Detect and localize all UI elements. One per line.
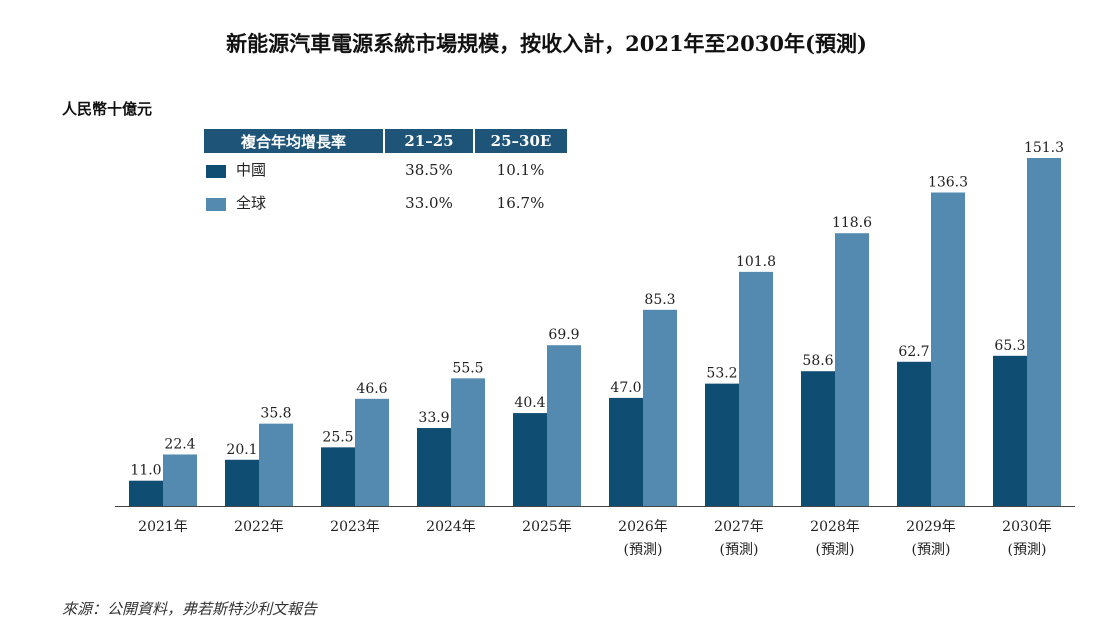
x-tick-label-7: 2028年 [810, 519, 860, 535]
cagr-row-global: 全球 33.0% 16.7% [204, 186, 567, 219]
bar-global-1 [259, 423, 293, 506]
x-tick-sublabel-5: (預測) [624, 542, 663, 558]
x-tick-label-2: 2023年 [330, 519, 380, 535]
legend-label-global: 全球 [236, 194, 267, 212]
x-tick-label-6: 2027年 [714, 519, 764, 535]
x-tick-sublabel-8: (預測) [912, 542, 951, 558]
legend-swatch-china [206, 164, 226, 178]
data-label-global-4: 69.9 [548, 327, 579, 343]
x-tick-sublabel-9: (預測) [1008, 542, 1047, 558]
unit-label: 人民幣十億元 [62, 100, 153, 118]
bar-global-3 [451, 378, 485, 506]
cagr-header-label: 複合年均增長率 [204, 129, 384, 153]
source-note: 來源：公開資料，弗若斯特沙利文報告 [62, 600, 318, 618]
data-label-global-7: 118.6 [832, 215, 872, 231]
bar-china-5 [609, 397, 643, 506]
x-tick-label-9: 2030年 [1002, 519, 1052, 535]
data-label-china-7: 58.6 [802, 353, 833, 369]
bar-global-9 [1027, 158, 1061, 506]
x-tick-label-1: 2022年 [234, 519, 284, 535]
chart-title: 新能源汽車電源系統市場規模，按收入計，2021年至2030年(預測) [226, 31, 867, 56]
data-label-global-3: 55.5 [452, 360, 483, 376]
bar-global-5 [643, 309, 677, 506]
bar-china-4 [513, 413, 547, 506]
data-label-china-8: 62.7 [898, 344, 929, 360]
x-tick-sublabel-6: (預測) [720, 542, 759, 558]
cagr-header-period2: 25–30E [473, 129, 567, 153]
cagr-global-21-25: 33.0% [405, 193, 453, 212]
data-label-china-2: 25.5 [322, 429, 353, 445]
bar-china-9 [993, 355, 1027, 506]
bar-china-7 [801, 371, 835, 506]
legend-label-china: 中國 [236, 161, 267, 179]
bar-china-6 [705, 383, 739, 506]
bar-global-0 [163, 454, 197, 506]
data-label-global-1: 35.8 [260, 406, 291, 422]
x-tick-label-0: 2021年 [138, 519, 188, 535]
bar-global-2 [355, 398, 389, 506]
x-tick-sublabel-7: (預測) [816, 542, 855, 558]
bar-china-3 [417, 428, 451, 506]
bar-global-7 [835, 233, 869, 506]
bar-china-2 [321, 447, 355, 506]
data-label-china-6: 53.2 [706, 366, 737, 382]
bar-china-1 [225, 459, 259, 506]
bar-global-8 [931, 192, 965, 507]
cagr-row-china: 中國 38.5% 10.1% [204, 153, 567, 186]
data-label-china-5: 47.0 [610, 380, 641, 396]
x-tick-label-4: 2025年 [522, 519, 572, 535]
data-label-global-2: 46.6 [356, 381, 387, 397]
data-label-china-4: 40.4 [514, 395, 545, 411]
bar-china-0 [129, 480, 163, 506]
cagr-global-25-30: 16.7% [496, 193, 545, 212]
cagr-table: 複合年均增長率 21–25 25–30E 中國 38.5% 10.1% 全球 3… [204, 129, 567, 219]
cagr-china-25-30: 10.1% [496, 160, 545, 179]
data-label-china-9: 65.3 [994, 338, 1025, 354]
legend-swatch-global [206, 197, 226, 211]
cagr-header-period1: 21–25 [383, 129, 474, 153]
data-label-global-9: 151.3 [1024, 140, 1064, 156]
bar-global-4 [547, 345, 581, 506]
cagr-china-21-25: 38.5% [405, 160, 453, 179]
data-label-china-1: 20.1 [226, 442, 257, 458]
x-tick-label-5: 2026年 [618, 519, 668, 535]
x-tick-label-8: 2029年 [906, 519, 956, 535]
data-label-global-8: 136.3 [928, 175, 968, 191]
data-label-china-3: 33.9 [418, 410, 449, 426]
bar-china-8 [897, 361, 931, 506]
data-label-global-6: 101.8 [736, 254, 776, 270]
data-label-global-0: 22.4 [164, 436, 195, 452]
data-label-china-0: 11.0 [130, 463, 161, 479]
data-label-global-5: 85.3 [644, 292, 675, 308]
x-tick-label-3: 2024年 [426, 519, 476, 535]
bar-global-6 [739, 271, 773, 506]
